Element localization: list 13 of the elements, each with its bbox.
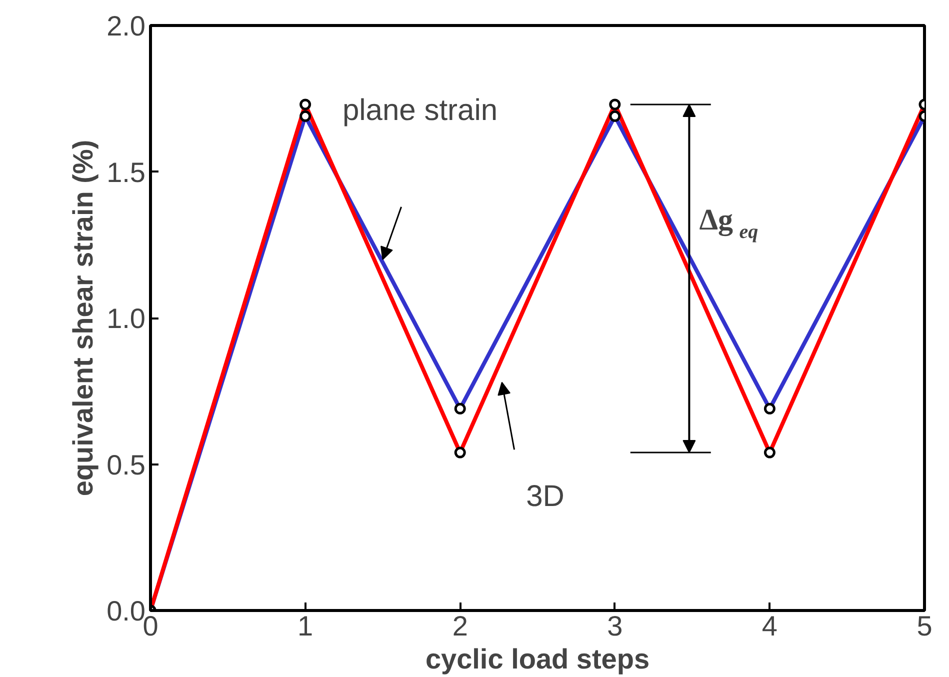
- y-tick-label: 1.0: [106, 303, 146, 334]
- x-tick-label: 3: [607, 610, 623, 642]
- x-tick-label: 5: [916, 610, 932, 642]
- y-tick-label: 1.5: [106, 156, 146, 188]
- annotation: 3D: [526, 480, 564, 513]
- y-axis-title: equivalent shear strain (%): [68, 140, 99, 496]
- x-tick-label: 1: [298, 610, 314, 642]
- x-axis-title: cyclic load steps: [425, 644, 650, 674]
- x-tick-label: 4: [762, 610, 778, 642]
- y-tick-label: 0.5: [106, 449, 146, 480]
- annotation: plane strain: [342, 94, 498, 127]
- x-tick-label: 2: [452, 610, 468, 642]
- y-tick-label: 2.0: [106, 10, 146, 42]
